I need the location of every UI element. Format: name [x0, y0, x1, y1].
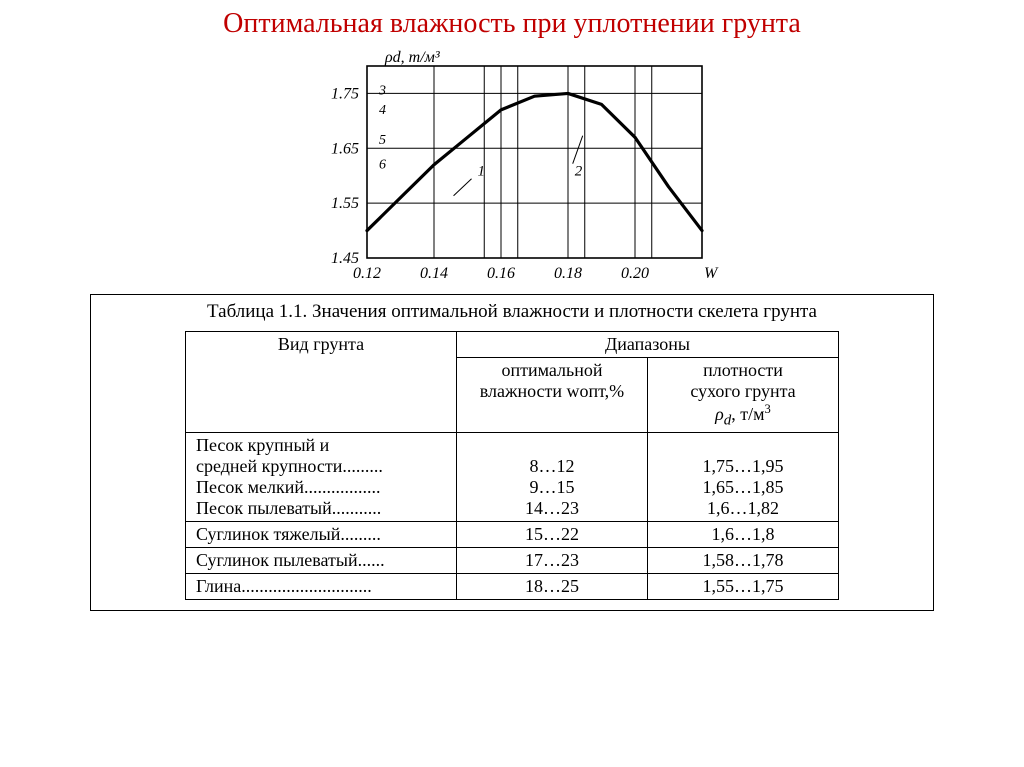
- cell-rho: 1,55…1,75: [648, 573, 839, 599]
- cell-rho: 1,6…1,8: [648, 521, 839, 547]
- svg-text:0.20: 0.20: [621, 265, 649, 282]
- table-row: Глина.............................18…251…: [186, 573, 839, 599]
- table-row: Суглинок пылеватый......17…231,58…1,78: [186, 547, 839, 573]
- th-rho: плотности сухого грунта ρd, т/м3: [648, 358, 839, 433]
- table-row: Песок крупный исредней крупности........…: [186, 432, 839, 521]
- cell-soil-type: Глина.............................: [186, 573, 457, 599]
- svg-text:1: 1: [478, 164, 486, 180]
- cell-soil-type: Песок крупный исредней крупности........…: [186, 432, 457, 521]
- cell-wopt: 15…22: [457, 521, 648, 547]
- cell-soil-type: Суглинок пылеватый......: [186, 547, 457, 573]
- table-container: Таблица 1.1. Значения оптимальной влажно…: [90, 294, 934, 611]
- th-rho-l1: плотности: [703, 360, 783, 380]
- svg-text:0.14: 0.14: [420, 265, 448, 282]
- svg-text:ρd, т/м³: ρd, т/м³: [384, 49, 440, 66]
- th-rho-l3: ρd, т/м3: [715, 404, 771, 424]
- svg-text:0.18: 0.18: [554, 265, 582, 282]
- cell-wopt: 17…23: [457, 547, 648, 573]
- svg-text:4: 4: [379, 103, 386, 118]
- th-wopt-text: оптимальной влажности wопт,%: [480, 360, 624, 401]
- table-caption: Таблица 1.1. Значения оптимальной влажно…: [97, 301, 927, 323]
- svg-text:1.55: 1.55: [331, 195, 359, 212]
- cell-rho: 1,58…1,78: [648, 547, 839, 573]
- svg-text:W: W: [704, 265, 719, 282]
- cell-wopt: 18…25: [457, 573, 648, 599]
- svg-text:6: 6: [379, 158, 386, 173]
- compaction-chart: 1.451.551.651.750.120.140.160.180.20ρd, …: [302, 48, 722, 288]
- soil-table: Вид грунта Диапазоны оптимальной влажнос…: [185, 331, 839, 600]
- cell-rho: 1,75…1,951,65…1,851,6…1,82: [648, 432, 839, 521]
- svg-text:0.16: 0.16: [487, 265, 515, 282]
- th-wopt: оптимальной влажности wопт,%: [457, 358, 648, 433]
- th-rho-l2: сухого грунта: [690, 381, 795, 401]
- table-row: Суглинок тяжелый.........15…221,6…1,8: [186, 521, 839, 547]
- svg-text:1.65: 1.65: [331, 140, 359, 157]
- svg-text:1.75: 1.75: [331, 85, 359, 102]
- svg-text:0.12: 0.12: [353, 265, 381, 282]
- cell-soil-type: Суглинок тяжелый.........: [186, 521, 457, 547]
- page-title: Оптимальная влажность при уплотнении гру…: [0, 0, 1024, 40]
- th-soil-type: Вид грунта: [186, 332, 457, 433]
- svg-text:5: 5: [379, 133, 386, 148]
- svg-text:3: 3: [378, 84, 386, 99]
- th-ranges: Диапазоны: [457, 332, 839, 358]
- cell-wopt: 8…129…1514…23: [457, 432, 648, 521]
- svg-text:2: 2: [575, 164, 583, 180]
